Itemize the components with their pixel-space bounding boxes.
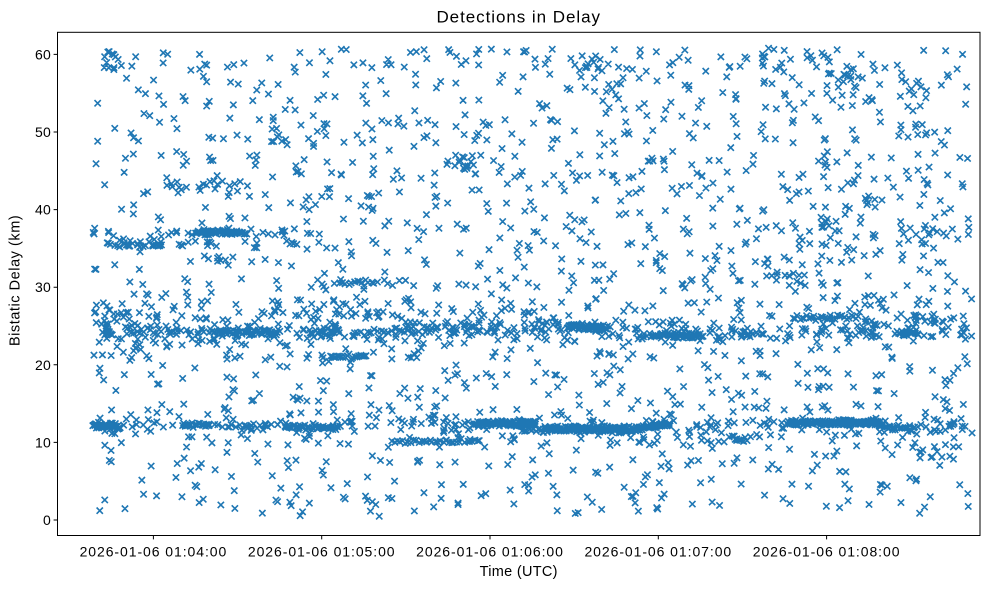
svg-text:40: 40 — [35, 202, 51, 218]
svg-text:20: 20 — [35, 357, 51, 373]
svg-text:50: 50 — [35, 124, 51, 140]
svg-text:10: 10 — [35, 434, 51, 450]
svg-text:2026-01-06 01:06:00: 2026-01-06 01:06:00 — [416, 544, 564, 560]
svg-text:0: 0 — [43, 512, 51, 528]
svg-text:2026-01-06 01:08:00: 2026-01-06 01:08:00 — [753, 544, 901, 560]
svg-text:Bistatic Delay (km): Bistatic Delay (km) — [8, 215, 24, 346]
svg-text:2026-01-06 01:04:00: 2026-01-06 01:04:00 — [80, 544, 228, 560]
svg-text:60: 60 — [35, 46, 51, 62]
svg-text:Detections in Delay: Detections in Delay — [436, 8, 601, 27]
svg-text:2026-01-06 01:05:00: 2026-01-06 01:05:00 — [248, 544, 396, 560]
svg-text:30: 30 — [35, 279, 51, 295]
svg-text:Time (UTC): Time (UTC) — [480, 564, 558, 580]
svg-text:2026-01-06 01:07:00: 2026-01-06 01:07:00 — [584, 544, 732, 560]
